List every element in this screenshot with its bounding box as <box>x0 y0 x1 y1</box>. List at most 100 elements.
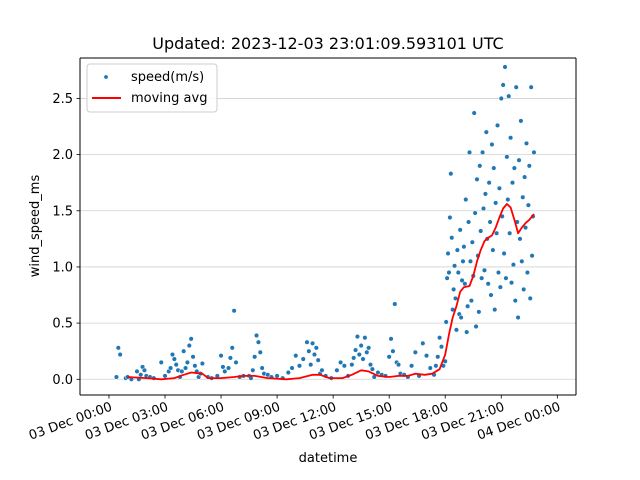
scatter-point <box>498 95 504 101</box>
scatter-point <box>521 286 527 292</box>
scatter-point <box>313 345 319 351</box>
scatter-point <box>452 263 458 269</box>
scatter-point <box>423 353 430 359</box>
scatter-point <box>449 235 455 241</box>
y-tick-label: 1.5 <box>52 204 73 219</box>
scatter-point <box>349 362 355 368</box>
scatter-point <box>392 301 398 307</box>
scatter-point <box>451 286 457 292</box>
scatter-point <box>512 298 518 304</box>
scatter-point <box>184 359 190 365</box>
scatter-point <box>463 196 469 203</box>
moving-avg-line <box>127 203 535 381</box>
scatter-point <box>500 82 506 88</box>
scatter-point <box>510 262 516 268</box>
scatter-point <box>255 339 261 345</box>
scatter-point <box>390 348 396 354</box>
scatter-point <box>464 329 470 335</box>
scatter-point <box>364 349 370 355</box>
scatter-point <box>529 253 535 259</box>
scatter-point <box>481 267 488 273</box>
scatter-point <box>525 202 531 208</box>
scatter-point <box>231 308 237 314</box>
scatter-point <box>524 270 530 276</box>
scatter-point <box>117 352 123 358</box>
y-tick-label: 2.5 <box>52 92 73 107</box>
scatter-point <box>367 362 374 368</box>
y-tick-label: 0.0 <box>52 373 73 388</box>
scatter-point <box>311 352 318 358</box>
scatter-point <box>494 230 500 236</box>
scatter-point <box>526 163 532 169</box>
scatter-point <box>511 165 517 171</box>
scatter-point <box>489 141 495 148</box>
scatter-point <box>222 368 228 374</box>
scatter-point <box>162 373 168 379</box>
scatter-point <box>296 363 303 369</box>
scatter-point <box>362 335 368 341</box>
scatter-point <box>517 236 523 242</box>
scatter-point <box>141 367 148 373</box>
scatter-point <box>433 363 439 369</box>
chart-title: Updated: 2023-12-03 23:01:09.593101 UTC <box>152 34 503 53</box>
x-axis-label: datetime <box>299 451 358 466</box>
scatter-point <box>306 348 312 354</box>
scatter-point <box>173 362 179 368</box>
scatter-point <box>520 194 526 200</box>
scatter-point <box>478 228 484 234</box>
scatter-point <box>356 352 362 358</box>
scatter-point <box>482 191 488 197</box>
scatter-point <box>457 227 463 233</box>
scatter-point <box>459 277 465 283</box>
scatter-point <box>487 219 493 225</box>
scatter-point <box>455 270 461 276</box>
scatter-point <box>171 356 177 362</box>
scatter-point <box>199 360 205 367</box>
scatter-point <box>528 84 534 90</box>
scatter-point <box>435 354 441 360</box>
scatter-point <box>454 247 460 253</box>
legend-box <box>86 63 218 113</box>
scatter-point <box>446 270 452 276</box>
scatter-point <box>115 345 121 351</box>
scatter-point <box>490 247 496 253</box>
scatter-point <box>494 122 501 128</box>
scatter-point <box>488 292 494 298</box>
scatter-point <box>420 340 426 346</box>
scatter-point <box>188 336 194 342</box>
scatter-point <box>462 281 468 287</box>
scatter-point <box>220 364 226 370</box>
scatter-point <box>443 319 449 325</box>
scatter-point <box>158 359 164 365</box>
scatter-point <box>474 176 480 182</box>
scatter-point <box>480 205 487 212</box>
legend: speed(m/s) moving avg <box>86 63 218 113</box>
scatter-point <box>412 349 418 355</box>
y-axis-ticks: 0.0 0.5 1.0 1.5 2.0 2.5 <box>52 92 80 388</box>
scatter-point <box>386 354 392 360</box>
legend-label-speed: speed(m/s) <box>131 70 204 85</box>
scatter-point <box>181 348 187 354</box>
scatter-point <box>467 258 473 264</box>
scatter-point <box>168 365 174 371</box>
scatter-point <box>522 174 528 180</box>
scatter-point <box>471 110 477 116</box>
scatter-point <box>448 171 454 177</box>
scatter-point <box>225 365 232 371</box>
scatter-point <box>190 354 196 360</box>
scatter-point <box>501 250 507 257</box>
scatter-point <box>472 210 478 216</box>
scatter-point <box>179 368 185 374</box>
axes-frame <box>79 57 577 396</box>
scatter-point <box>351 355 357 361</box>
scatter-point <box>218 353 224 359</box>
scatter-point <box>274 373 280 379</box>
scatter-point <box>366 345 372 351</box>
scatter-point <box>527 295 533 301</box>
scatter-point <box>502 64 508 70</box>
scatter-point <box>486 180 492 186</box>
scatter-point <box>253 332 260 339</box>
scatter-point <box>252 354 258 360</box>
